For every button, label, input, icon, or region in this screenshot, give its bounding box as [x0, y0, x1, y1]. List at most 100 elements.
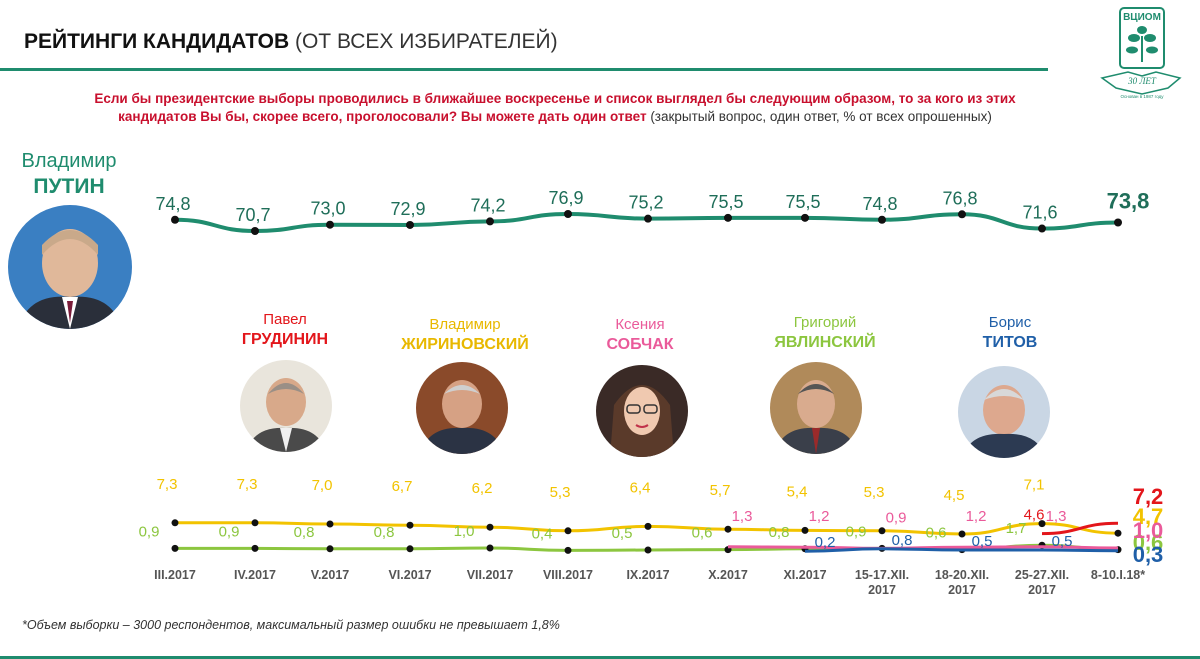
putin-point — [251, 227, 259, 235]
putin-last-name: ПУТИН — [33, 175, 105, 198]
sobchak-last-name: СОБЧАК — [606, 336, 674, 353]
putin-point — [801, 213, 809, 222]
zhirinovsky-data-label: 7,3 — [157, 476, 178, 493]
sobchak-first-name: Ксения — [615, 316, 665, 333]
zhirinovsky-point — [958, 530, 966, 538]
yavlinsky-data-label: 0,6 — [1133, 530, 1164, 555]
x-tick-label: IV.2017 — [234, 568, 276, 582]
putin-data-label: 76,8 — [942, 188, 977, 208]
titov-data-label: 0,3 — [1133, 542, 1164, 567]
zhirinovsky-point — [564, 527, 572, 535]
zhirinovsky-point — [1114, 529, 1122, 537]
zhirinovsky-data-label: 4,5 — [944, 487, 965, 504]
zhirinovsky-point — [486, 523, 494, 531]
zhirinovsky-point — [724, 525, 732, 533]
yavlinsky-data-label: 0,8 — [769, 524, 790, 541]
survey-question: Если бы президентские выборы проводились… — [60, 90, 1050, 126]
grudinin-data-label: 4,6 — [1024, 507, 1045, 524]
yavlinsky-point — [644, 546, 652, 554]
putin-data-label: 70,7 — [235, 205, 270, 225]
x-tick-label: V.2017 — [311, 568, 350, 582]
putin-name: Владимир ПУТИН — [14, 148, 124, 200]
putin-first-name: Владимир — [21, 150, 117, 172]
zhirinovsky-data-label: 5,3 — [550, 484, 571, 501]
putin-point — [406, 220, 414, 229]
x-tick-label: III.2017 — [154, 568, 196, 582]
yavlinsky-point — [406, 545, 414, 553]
yavlinsky-data-label: 0,6 — [926, 525, 947, 542]
zhirinovsky-data-label: 5,7 — [710, 482, 731, 499]
putin-point — [958, 210, 966, 219]
putin-data-label: 71,6 — [1022, 203, 1057, 223]
grudinin-photo — [240, 360, 332, 452]
yavlinsky-data-label: 0,8 — [374, 524, 395, 541]
putin-point — [326, 220, 334, 229]
question-text: Если бы президентские выборы проводились… — [94, 91, 1016, 124]
x-tick-label: VII.2017 — [467, 568, 514, 582]
putin-point — [644, 214, 652, 223]
putin-data-label: 76,9 — [548, 188, 583, 208]
zhirinovsky-data-label: 6,7 — [392, 478, 413, 495]
x-tick-label: 18-20.XII. 2017 — [935, 568, 989, 597]
putin-point — [1038, 224, 1046, 233]
grudinin-name: Павел ГРУДИНИН — [220, 310, 350, 350]
grudinin-first-name: Павел — [263, 311, 307, 328]
sobchak-data-label: 1,2 — [966, 508, 987, 525]
titov-data-label: 0,8 — [892, 532, 913, 549]
x-tick-label: X.2017 — [708, 568, 748, 582]
footnote: *Объем выборки – 3000 респондентов, макс… — [22, 618, 560, 632]
yavlinsky-last-name: ЯВЛИНСКИЙ — [774, 334, 876, 351]
zhirinovsky-point — [1038, 520, 1046, 528]
titov-data-label: 0,2 — [815, 534, 836, 551]
yavlinsky-name: Григорий ЯВЛИНСКИЙ — [755, 313, 895, 353]
yavlinsky-point — [171, 544, 179, 552]
titov-first-name: Борис — [988, 314, 1032, 331]
sobchak-data-label: 1,2 — [809, 508, 830, 525]
x-tick-label: XI.2017 — [783, 568, 826, 582]
yavlinsky-data-label: 0,5 — [612, 525, 633, 542]
x-tick-label: 15-17.XII. 2017 — [855, 568, 909, 597]
putin-data-label: 74,8 — [862, 194, 897, 214]
x-tick-label: 25-27.XII. 2017 — [1015, 568, 1069, 597]
sobchak-data-label: 1,3 — [1046, 508, 1067, 525]
zhirinovsky-last-name: ЖИРИНОВСКИЙ — [401, 336, 529, 353]
logo-years: 30 ЛЕТ — [1127, 76, 1157, 86]
titov-data-label: 0,5 — [1052, 533, 1073, 550]
x-tick-label: 8-10.I.18* — [1091, 568, 1145, 582]
putin-data-label: 72,9 — [390, 199, 425, 219]
titov-photo — [958, 366, 1050, 458]
sobchak-data-label: 0,9 — [886, 509, 907, 526]
zhirinovsky-data-label: 7,3 — [237, 476, 258, 493]
putin-point — [171, 215, 179, 224]
page-title: РЕЙТИНГИ КАНДИДАТОВ (ОТ ВСЕХ ИЗБИРАТЕЛЕЙ… — [24, 30, 558, 54]
putin-data-label: 73,8 — [1107, 189, 1150, 214]
putin-point — [486, 217, 494, 226]
putin-data-label: 73,0 — [310, 199, 345, 219]
yavlinsky-point — [326, 545, 334, 553]
yavlinsky-data-label: 0,9 — [219, 523, 240, 540]
zhirinovsky-first-name: Владимир — [429, 316, 501, 333]
yavlinsky-data-label: 1,0 — [454, 523, 475, 540]
yavlinsky-point — [564, 546, 572, 554]
vciom-logo: ВЦИОМ 30 ЛЕТ Основан в 1987 году — [1100, 7, 1182, 99]
sobchak-data-label: 1,3 — [732, 508, 753, 525]
title-rest: (ОТ ВСЕХ ИЗБИРАТЕЛЕЙ) — [289, 30, 558, 53]
yavlinsky-point — [486, 544, 494, 552]
grudinin-data-label: 7,2 — [1133, 484, 1164, 509]
title-divider — [0, 68, 1048, 71]
zhirinovsky-point — [171, 519, 179, 527]
title-bold: РЕЙТИНГИ КАНДИДАТОВ — [24, 30, 290, 53]
putin-point — [878, 215, 886, 224]
putin-data-label: 74,2 — [470, 195, 505, 215]
putin-data-label: 75,5 — [785, 192, 820, 212]
yavlinsky-data-label: 0,8 — [294, 524, 315, 541]
grudinin-last-name: ГРУДИНИН — [241, 331, 329, 348]
logo-brand: ВЦИОМ — [1123, 12, 1161, 23]
zhirinovsky-data-label: 5,3 — [864, 484, 885, 501]
sobchak-data-label: 1,0 — [1133, 518, 1164, 543]
yavlinsky-data-label: 0,4 — [532, 525, 553, 542]
yavlinsky-data-label: 0,9 — [846, 523, 867, 540]
yavlinsky-photo — [770, 362, 862, 454]
zhirinovsky-point — [406, 521, 414, 529]
yavlinsky-data-label: 0,9 — [139, 523, 160, 540]
